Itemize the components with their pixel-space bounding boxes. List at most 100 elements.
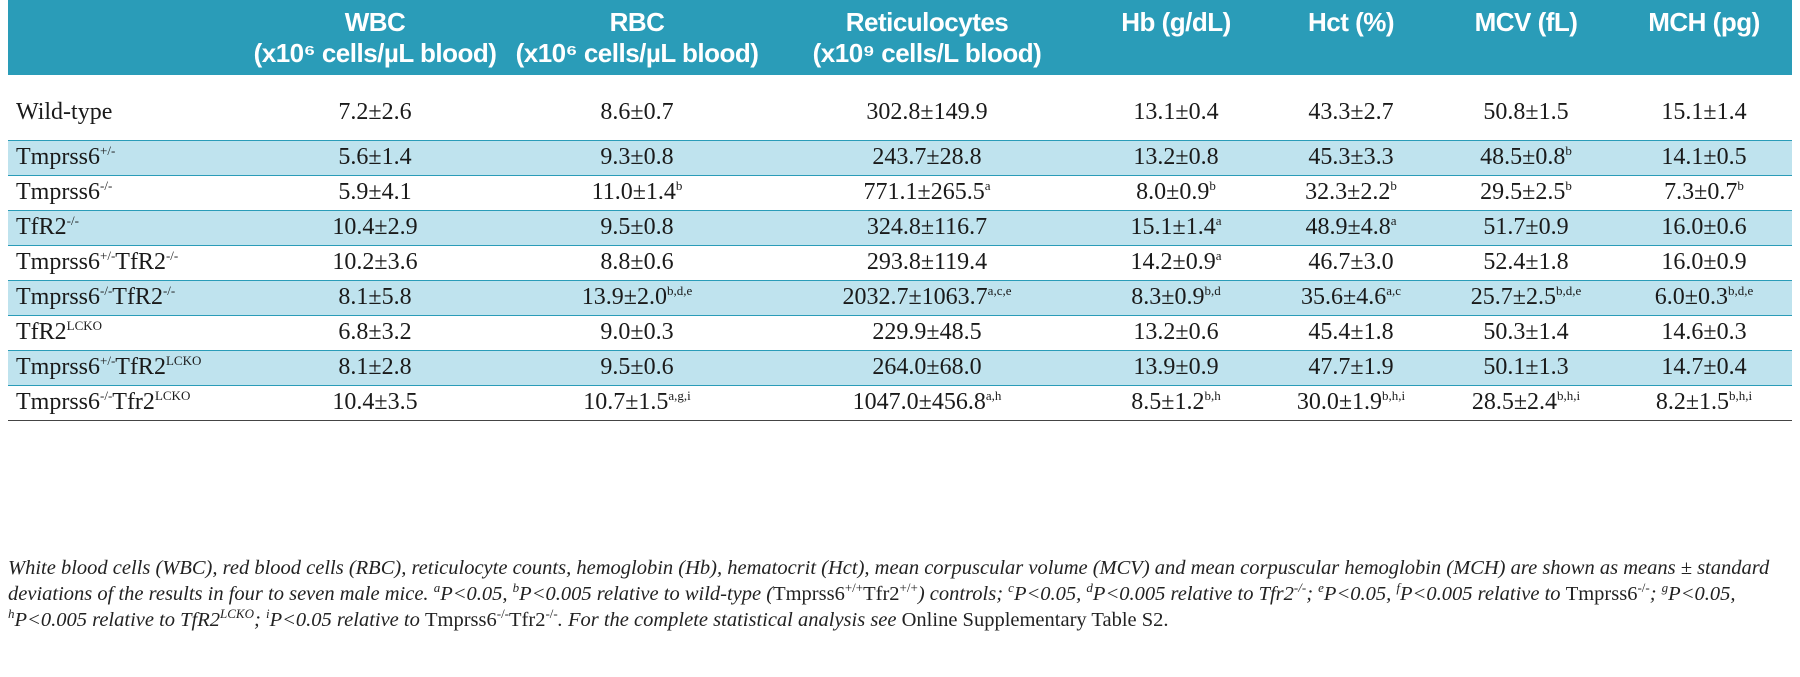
genotype-cell: TfR2LCKO	[8, 314, 244, 350]
cell-text: 2032.7±1063.7	[842, 284, 988, 310]
value-cell: 2032.7±1063.7a,c,e	[768, 279, 1086, 315]
footnote-mark: b	[512, 580, 520, 596]
cell-text: 6.8±3.2	[338, 319, 412, 345]
value-cell: 48.5±0.8b	[1436, 139, 1616, 175]
table-body: Wild-type 7.2±2.6 8.6±0.7 302.8±149.9 13.1±0…	[8, 75, 1792, 421]
cell-text: 46.7±3.0	[1308, 249, 1394, 275]
value-cell: 324.8±116.7	[768, 209, 1086, 245]
value-cell: 13.2±0.8	[1086, 139, 1266, 175]
cell-text: TfR2	[112, 284, 163, 310]
value-cell: 229.9±48.5	[768, 314, 1086, 350]
cell-superscript: b	[675, 178, 683, 193]
cell-text: Wild-type	[16, 98, 113, 125]
column-header: RBC (x10⁶ cells/µL blood)	[506, 0, 768, 75]
cell-superscript: a,g,i	[668, 388, 691, 403]
cell-text: 47.7±1.9	[1308, 354, 1394, 380]
footnote-mark: f	[1396, 580, 1401, 596]
value-cell: 13.9±0.9	[1086, 349, 1266, 385]
cell-text: 7.3±0.7	[1664, 179, 1738, 205]
value-cell: 10.2±3.6	[244, 244, 506, 280]
genotype-cell: Tmprss6-/-Tfr2LCKO	[8, 384, 244, 421]
cell-text: 52.4±1.8	[1483, 249, 1569, 275]
cell-text: 9.5±0.8	[600, 214, 674, 240]
value-cell: 14.6±0.3	[1616, 314, 1792, 350]
value-cell: 30.0±1.9b,h,i	[1266, 384, 1436, 421]
cell-text: Tfr2	[112, 389, 155, 415]
value-cell: 8.1±2.8	[244, 349, 506, 385]
value-cell: 7.3±0.7b	[1616, 174, 1792, 210]
cell-text: 7.2±2.6	[338, 98, 412, 125]
cell-text: 10.2±3.6	[332, 249, 418, 275]
cell-text: 8.2±1.5	[1655, 389, 1730, 415]
cell-superscript: b	[1209, 178, 1216, 193]
table-row: Tmprss6+/- 5.6±1.4 9.3±0.8 243.7±28.8 13.2±0…	[8, 139, 1792, 175]
cell-superscript: +/-	[100, 248, 116, 263]
cell-text: 48.9±4.8	[1305, 214, 1391, 240]
cell-superscript: b	[1737, 178, 1744, 193]
cell-superscript: +/-	[100, 143, 116, 158]
caption-text: P<0.05,	[1323, 583, 1397, 605]
column-header-label: MCH (pg)	[1648, 7, 1760, 37]
value-cell: 15.1±1.4a	[1086, 209, 1266, 245]
genotype-text: Tmprss6+/+Tfr2+/+	[773, 580, 918, 605]
cell-superscript: -/-	[165, 248, 179, 263]
value-cell: 8.3±0.9b,d	[1086, 279, 1266, 315]
cell-text: TfR2	[115, 354, 166, 380]
value-cell: 9.5±0.6	[506, 349, 768, 385]
value-cell: 11.0±1.4b	[506, 174, 768, 210]
cell-text: 13.1±0.4	[1133, 98, 1219, 125]
value-cell: 32.3±2.2b	[1266, 174, 1436, 210]
cell-text: 8.1±5.8	[338, 284, 412, 310]
cell-superscript: -/-	[100, 178, 113, 193]
hematology-table: WBC (x10⁶ cells/µL blood) RBC (x10⁶ cells/µ…	[8, 0, 1792, 421]
column-header: MCH (pg)	[1616, 0, 1792, 75]
value-cell: 51.7±0.9	[1436, 209, 1616, 245]
cell-text: 11.0±1.4	[591, 179, 676, 205]
cell-text: 10.7±1.5	[583, 389, 669, 415]
table-row: Tmprss6-/-TfR2-/- 8.1±5.8 13.9±2.0b,d,e 203…	[8, 279, 1792, 315]
cell-superscript: -/-	[66, 213, 79, 228]
table-row: Tmprss6-/- 5.9±4.1 11.0±1.4b 771.1±265.5a 8.…	[8, 174, 1792, 210]
cell-superscript: b	[1390, 178, 1397, 193]
value-cell: 6.8±3.2	[244, 314, 506, 350]
cell-text: 264.0±68.0	[872, 354, 982, 380]
table-row: Wild-type 7.2±2.6 8.6±0.7 302.8±149.9 13.1±0…	[8, 75, 1792, 140]
column-header-label: Reticulocytes	[845, 7, 1009, 37]
cell-superscript: b	[1565, 143, 1572, 158]
cell-text: 302.8±149.9	[866, 98, 988, 125]
table-row: Tmprss6+/-TfR2-/- 10.2±3.6 8.8±0.6 293.8±11…	[8, 244, 1792, 280]
caption-text: . For the complete statistical analysis …	[557, 609, 902, 631]
cell-superscript: b	[1565, 178, 1572, 193]
value-cell: 15.1±1.4	[1616, 75, 1792, 140]
cell-text: 1047.0±456.8	[852, 389, 986, 415]
cell-text: 13.9±0.9	[1133, 354, 1219, 380]
cell-text: 8.8±0.6	[600, 249, 674, 275]
cell-superscript: a	[984, 178, 991, 193]
genotype-cell: Tmprss6-/-	[8, 174, 244, 210]
header-row: WBC (x10⁶ cells/µL blood) RBC (x10⁶ cells/µ…	[8, 0, 1792, 75]
cell-text: TfR2	[16, 319, 67, 345]
value-cell: 9.5±0.8	[506, 209, 768, 245]
cell-text: Tmprss6	[16, 179, 100, 205]
cell-superscript: a	[1390, 213, 1397, 228]
cell-superscript: a,c,e	[987, 283, 1012, 298]
cell-text: 35.6±4.6	[1301, 284, 1387, 310]
cell-text: 30.0±1.9	[1296, 389, 1383, 415]
cell-text: 43.3±2.7	[1308, 98, 1394, 125]
cell-superscript: LCKO	[165, 353, 202, 368]
value-cell: 264.0±68.0	[768, 349, 1086, 385]
cell-superscript: b,d,e	[666, 283, 693, 298]
value-cell: 10.4±3.5	[244, 384, 506, 421]
cell-superscript: b,h	[1204, 388, 1221, 403]
genotype-cell: Tmprss6+/-TfR2-/-	[8, 244, 244, 280]
cell-text: Tmprss6	[16, 249, 100, 275]
cell-text: 324.8±116.7	[866, 214, 988, 240]
cell-text: 14.6±0.3	[1661, 319, 1747, 345]
value-cell: 50.3±1.4	[1436, 314, 1616, 350]
value-cell: 243.7±28.8	[768, 139, 1086, 175]
genotype-text: Tmprss6-/-	[1565, 580, 1650, 605]
cell-superscript: LCKO	[66, 318, 103, 333]
value-cell: 35.6±4.6a,c	[1266, 279, 1436, 315]
cell-text: 14.1±0.5	[1661, 144, 1747, 170]
value-cell: 13.2±0.6	[1086, 314, 1266, 350]
